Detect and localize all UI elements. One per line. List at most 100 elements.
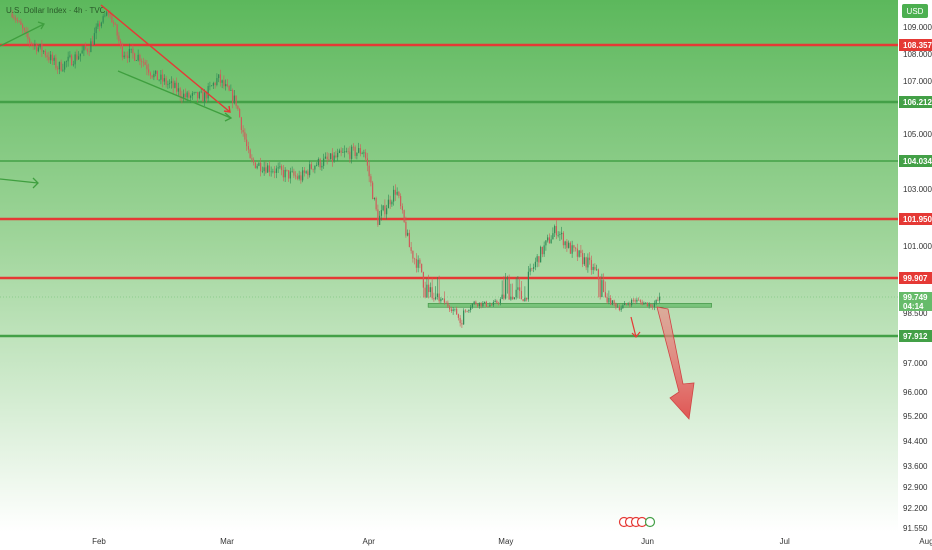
candle-body (653, 303, 655, 308)
projected-down-arrow[interactable] (656, 306, 695, 420)
candle-body (244, 132, 246, 140)
candle-body (254, 162, 256, 169)
candle-body (296, 176, 298, 179)
candle-body (492, 302, 494, 306)
candle-body (394, 189, 396, 195)
candle-body (452, 309, 454, 312)
candle-body (72, 64, 74, 66)
y-tick-label: 94.400 (903, 437, 928, 446)
candle-body (429, 287, 431, 293)
candle-body (589, 257, 591, 261)
candle-body (109, 13, 111, 16)
candle-body (22, 24, 24, 29)
candle-body (99, 23, 101, 27)
candle-body (403, 210, 405, 222)
candle-body (256, 165, 258, 169)
candle-body (25, 30, 27, 34)
candle-body (503, 294, 505, 299)
candle-body (289, 171, 291, 179)
candle-body (212, 83, 214, 86)
candle-body (340, 150, 342, 153)
candle-body (16, 19, 18, 21)
wedge-lower-line[interactable] (117, 70, 232, 119)
candle-body (622, 305, 624, 309)
arrowhead-icon (223, 105, 231, 113)
candle-body (401, 206, 403, 211)
candle-body (505, 279, 507, 299)
candle-body (186, 92, 188, 98)
candle-body (141, 61, 143, 62)
candle-body (102, 16, 104, 23)
candle-body (639, 300, 641, 302)
candle-body (652, 306, 654, 308)
candle-body (65, 61, 67, 62)
candle-body (279, 166, 281, 168)
time-axis[interactable]: Feb Mar Apr May Jun Jul Aug (92, 537, 932, 546)
trend-arrow-line[interactable] (0, 23, 45, 47)
candle-body (221, 80, 223, 83)
candle-body (352, 146, 354, 148)
support-zone-layer (427, 303, 712, 308)
y-tick-label: 93.600 (903, 462, 928, 471)
candle-body (585, 257, 587, 268)
wedge-upper-line[interactable] (100, 4, 231, 113)
y-tick-label: 101.000 (903, 242, 932, 251)
event-icons[interactable] (618, 516, 656, 528)
breakdown-arrow-line[interactable] (630, 316, 637, 338)
candle-body (41, 43, 43, 52)
candle-body (393, 189, 395, 202)
candle-body (470, 307, 472, 311)
candle-body (415, 258, 417, 268)
candle-body (447, 302, 449, 307)
candle-body (456, 308, 458, 315)
candle-body (529, 268, 531, 272)
candle-body (27, 33, 29, 39)
support-zone[interactable] (427, 303, 712, 308)
candle-body (176, 82, 178, 92)
candle-body (284, 169, 286, 178)
candle-body (118, 35, 120, 42)
candle-body (410, 247, 412, 251)
candle-body (100, 22, 102, 27)
candle-body (172, 81, 174, 88)
candle-body (659, 296, 661, 301)
candle-body (260, 162, 262, 172)
candle-body (53, 57, 55, 61)
candle-body (548, 237, 550, 244)
candle-body (382, 205, 384, 211)
candle-body (39, 43, 41, 48)
candle-body (531, 268, 533, 269)
candle-body (156, 70, 158, 80)
level-label: 99.907 (903, 274, 928, 283)
candle-body (615, 303, 617, 308)
current-price-label: 99.749 (903, 293, 928, 302)
candle-body (62, 69, 64, 71)
candle-body (251, 158, 253, 160)
currency-badge[interactable]: USD (902, 4, 928, 18)
candle-body (440, 298, 442, 302)
event-icon[interactable] (644, 516, 656, 528)
x-tick-label: Apr (362, 537, 375, 546)
candle-body (195, 91, 197, 93)
candle-body (177, 88, 179, 92)
trend-arrow-line[interactable] (0, 178, 39, 184)
candle-body (44, 50, 46, 56)
candle-body (239, 109, 241, 118)
candle-body (484, 301, 486, 303)
candle-body (116, 24, 118, 36)
candle-body (491, 304, 493, 306)
candle-body (242, 129, 244, 133)
level-label: 101.950 (903, 215, 932, 224)
candle-body (312, 168, 314, 170)
candle-body (559, 234, 561, 235)
candle-body (267, 165, 269, 173)
candle-body (568, 242, 570, 248)
candle-body (237, 105, 239, 110)
candle-body (620, 308, 622, 311)
candle-body (36, 44, 38, 52)
candle-body (557, 234, 559, 236)
price-axis[interactable]: 109.000 108.000 107.000 105.000 103.000 101.0… (903, 23, 932, 533)
candle-body (606, 297, 608, 303)
x-tick-label: Jul (780, 537, 790, 546)
